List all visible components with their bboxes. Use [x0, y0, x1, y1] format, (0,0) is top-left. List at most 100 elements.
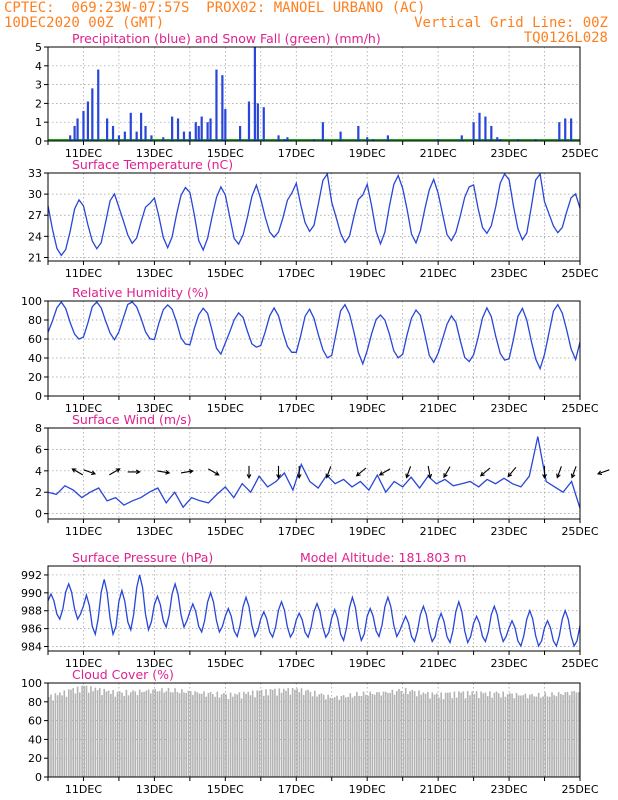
precip-bar	[286, 137, 289, 141]
cloud-cover-bar	[526, 698, 529, 777]
cloud-cover-bar	[564, 692, 567, 777]
cloud-cover-bar	[333, 697, 336, 777]
precip-bar	[182, 131, 186, 141]
panel-annotation: Model Altitude: 181.803 m	[300, 550, 466, 565]
cloud-cover-bar	[145, 690, 148, 777]
cloud-cover-bar	[533, 696, 536, 777]
cloud-cover-bar	[506, 694, 509, 777]
cloud-cover-bar	[265, 689, 267, 777]
cloud-cover-bar	[130, 692, 132, 777]
precip-bar	[283, 139, 286, 141]
cloud-cover-bar	[267, 695, 269, 777]
x-date-label: 17DEC	[278, 525, 315, 538]
x-date-label: 21DEC	[420, 402, 457, 415]
cloud-cover-bar	[72, 688, 74, 777]
x-date-label: 21DEC	[420, 267, 457, 280]
cloud-cover-bar	[220, 694, 223, 777]
cloud-cover-bar	[338, 699, 340, 777]
cloud-cover-bar	[522, 695, 524, 777]
y-tick-label: 988	[21, 605, 42, 618]
cloud-cover-bar	[223, 693, 225, 777]
x-date-label: 25DEC	[561, 267, 598, 280]
cloud-cover-bar	[56, 695, 59, 777]
cloud-cover-bar	[309, 691, 312, 777]
wind-direction-arrow	[542, 465, 547, 480]
cloud-cover-bar	[161, 688, 163, 777]
cloud-cover-bar	[302, 695, 305, 777]
precip-bar	[69, 135, 72, 141]
cloud-cover-bar	[289, 694, 292, 777]
cloud-cover-bar	[371, 694, 374, 777]
x-date-label: 19DEC	[349, 402, 386, 415]
cloud-cover-bar	[316, 696, 318, 777]
cloud-cover-bar	[101, 695, 103, 777]
y-tick-label: 40	[28, 733, 42, 746]
cloud-cover-bar	[327, 694, 329, 777]
cloud-cover-bar	[234, 693, 236, 777]
precip-bar	[200, 116, 203, 141]
cloud-cover-bar	[378, 692, 380, 777]
wind-speed-line	[47, 436, 581, 509]
cloud-cover-bar	[466, 691, 469, 777]
x-date-label: 19DEC	[349, 147, 386, 160]
precip-bar	[256, 103, 259, 141]
cloud-cover-bar	[336, 695, 338, 777]
cloud-cover-bar	[515, 693, 518, 777]
cloud-cover-bar	[442, 699, 445, 777]
cloud-cover-bar	[114, 696, 117, 777]
cloud-cover-bar	[251, 690, 254, 777]
cloud-cover-bar	[400, 691, 402, 777]
cloud-cover-bar	[263, 695, 265, 777]
header-line1: CPTEC: 069:23W-07:57S PROX02: MANOEL URB…	[4, 0, 426, 16]
cloud-cover-bar	[70, 689, 72, 777]
cloud-cover-bar	[291, 688, 294, 777]
cloud-cover-bar	[243, 691, 245, 777]
y-tick-label: 21	[28, 251, 42, 264]
cloud-cover-bar	[185, 693, 187, 777]
cloud-cover-bar	[200, 693, 203, 777]
x-date-label: 25DEC	[561, 402, 598, 415]
y-tick-label: 80	[28, 696, 42, 709]
cloud-cover-bar	[471, 691, 473, 777]
cloud-cover-bar	[342, 695, 345, 777]
cloud-cover-bar	[294, 689, 296, 777]
panel-title: Surface Pressure (hPa)	[72, 550, 213, 565]
cloud-cover-bar	[551, 692, 553, 777]
precip-bar	[534, 139, 537, 141]
cloud-cover-bar	[156, 691, 159, 777]
cloud-cover-bar	[560, 694, 562, 777]
wind-direction-arrow	[246, 465, 252, 480]
cloud-cover-bar	[380, 695, 383, 777]
precip-bar	[312, 139, 316, 141]
cloud-cover-bar	[300, 688, 303, 777]
x-date-label: 21DEC	[420, 657, 457, 670]
y-tick-label: 5	[35, 41, 42, 54]
cloud-cover-bar	[398, 689, 400, 777]
y-tick-label: 40	[28, 352, 42, 365]
cloud-cover-bar	[314, 690, 316, 777]
cloud-cover-bar	[163, 692, 165, 777]
wind-direction-arrow	[443, 466, 451, 479]
x-date-label: 25DEC	[561, 147, 598, 160]
wind-direction-arrow	[556, 466, 562, 479]
y-tick-label: 990	[21, 587, 42, 600]
cloud-cover-bar	[110, 693, 112, 777]
cloud-cover-bar	[143, 691, 145, 777]
cloud-cover-bar	[138, 689, 141, 777]
cloud-cover-bar	[529, 694, 531, 777]
y-tick-label: 992	[21, 569, 42, 582]
x-date-label: 13DEC	[136, 267, 173, 280]
wind-direction-arrow	[276, 465, 281, 480]
cloud-cover-bar	[422, 692, 425, 777]
cloud-cover-bar	[50, 694, 52, 777]
x-date-label: 17DEC	[278, 402, 315, 415]
precip-bar	[194, 122, 197, 141]
precip-bar	[111, 125, 115, 141]
cloud-cover-bar	[396, 691, 398, 777]
cloud-cover-bar	[469, 695, 471, 777]
x-date-label: 19DEC	[349, 657, 386, 670]
x-date-label: 21DEC	[420, 147, 457, 160]
cloud-cover-bar	[562, 694, 564, 777]
cloud-cover-bar	[358, 695, 360, 777]
y-tick-label: 2	[35, 486, 42, 499]
